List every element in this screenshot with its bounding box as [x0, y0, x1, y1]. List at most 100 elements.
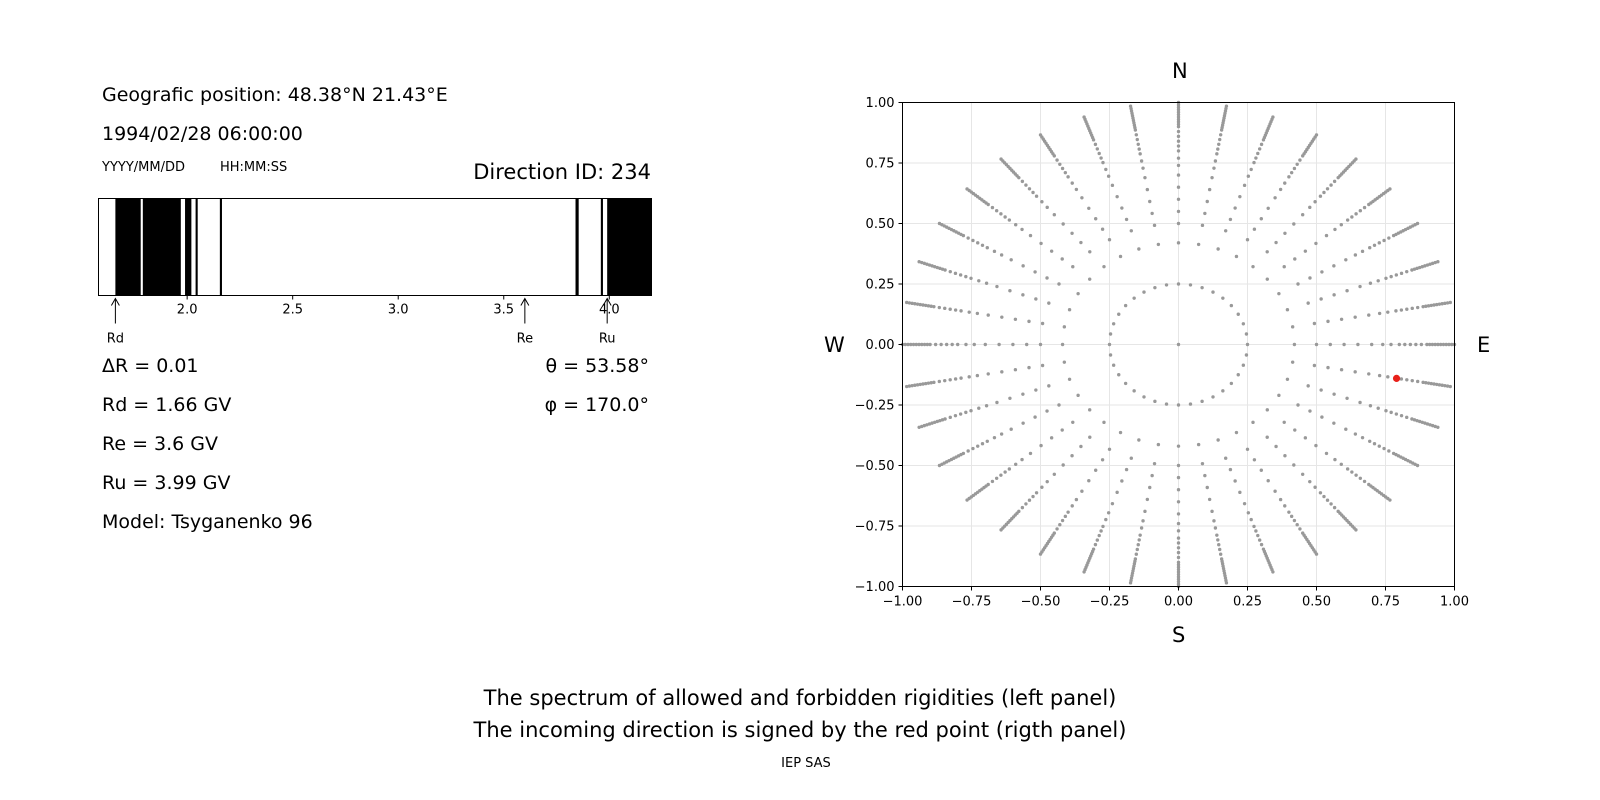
- grid-point: [1176, 209, 1181, 214]
- grid-point: [1088, 277, 1092, 281]
- grid-point: [1205, 199, 1209, 204]
- grid-point: [904, 300, 909, 305]
- grid-point: [1233, 206, 1237, 210]
- grid-point: [1176, 546, 1181, 550]
- grid-point: [933, 264, 937, 269]
- grid-point: [1410, 306, 1414, 311]
- grid-point: [1117, 373, 1121, 377]
- grid-point: [1277, 291, 1281, 296]
- grid-point: [1420, 420, 1424, 425]
- grid-point: [1003, 470, 1007, 474]
- grid-point: [995, 284, 999, 289]
- grid-point: [1106, 511, 1111, 515]
- grid-point: [1425, 422, 1430, 426]
- grid-point: [1111, 322, 1116, 326]
- grid-point: [1377, 311, 1382, 316]
- grid-point: [1063, 514, 1068, 519]
- grid-point: [1218, 552, 1223, 556]
- grid-point: [1436, 342, 1440, 347]
- grid-point: [1033, 415, 1037, 419]
- grid-point: [1377, 241, 1381, 245]
- grid-point: [939, 342, 943, 347]
- grid-point: [1176, 129, 1181, 134]
- grid-point: [1445, 384, 1450, 388]
- grid-point: [940, 267, 945, 271]
- grid-point: [983, 342, 987, 347]
- grid-point: [1292, 342, 1297, 347]
- grid-point: [1324, 451, 1329, 456]
- grid-point: [1314, 133, 1319, 137]
- grid-point: [1141, 166, 1145, 170]
- scatter-x-tick-label: 0.25: [1233, 595, 1262, 610]
- grid-point: [943, 378, 947, 383]
- delta-r-value: ΔR = 0.01: [102, 355, 199, 377]
- grid-point: [959, 309, 963, 313]
- grid-point: [1148, 485, 1152, 490]
- grid-point: [935, 419, 939, 424]
- grid-point: [1095, 147, 1100, 151]
- grid-point: [969, 276, 973, 280]
- grid-point: [1203, 211, 1207, 216]
- compass-west: W: [824, 333, 845, 357]
- grid-point: [999, 253, 1004, 257]
- grid-point: [1242, 183, 1247, 188]
- grid-point: [1256, 533, 1260, 538]
- grid-point: [971, 238, 975, 243]
- grid-point: [1000, 370, 1004, 374]
- grid-point: [1440, 383, 1444, 387]
- grid-point: [1332, 392, 1336, 396]
- grid-point: [1368, 281, 1373, 285]
- grid-point: [1104, 517, 1108, 522]
- grid-point: [967, 375, 971, 379]
- grid-point: [1218, 133, 1223, 137]
- grid-point: [1256, 151, 1260, 156]
- grid-point: [917, 260, 921, 264]
- scatter-x-axis: −1.00 −0.75 −0.50 −0.25 0.00 0.25 0.50 0.75 1.00: [883, 586, 1469, 610]
- grid-point: [920, 424, 924, 429]
- grid-point: [1176, 241, 1181, 245]
- grid-point: [1303, 249, 1308, 253]
- grid-point: [1024, 183, 1028, 187]
- grid-point: [1312, 321, 1317, 326]
- grid-point: [1176, 108, 1181, 112]
- grid-point: [1362, 479, 1367, 484]
- grid-point: [1139, 526, 1144, 530]
- grid-point: [964, 410, 968, 415]
- grid-point: [915, 302, 920, 306]
- grid-point: [1132, 389, 1136, 393]
- grid-point: [1129, 456, 1134, 460]
- grid-point: [932, 304, 936, 309]
- grid-point: [1176, 512, 1181, 516]
- grid-point: [925, 423, 929, 427]
- grid-point: [1176, 529, 1181, 533]
- grid-point: [1210, 509, 1214, 514]
- scatter-y-tick-label: 0.75: [866, 157, 895, 172]
- grid-point: [1342, 342, 1346, 347]
- grid-point: [1332, 421, 1336, 425]
- grid-point: [1320, 270, 1324, 274]
- grid-point: [1332, 293, 1336, 297]
- direction-id: Direction ID: 234: [473, 160, 651, 184]
- grid-point: [1176, 185, 1181, 189]
- scatter-y-axis: −1.00 −0.75 −0.50 −0.25 0.00 0.25 0.50 0.75 1.00: [855, 96, 903, 595]
- grid-point: [971, 446, 975, 451]
- grid-point: [1443, 301, 1447, 306]
- grid-point: [1052, 472, 1057, 476]
- grid-point: [1128, 104, 1133, 108]
- grid-point: [1038, 552, 1043, 556]
- grid-point: [937, 379, 942, 384]
- grid-point: [1107, 342, 1112, 347]
- grid-point: [1252, 524, 1256, 529]
- grid-point: [1176, 197, 1181, 201]
- grid-point: [1339, 317, 1344, 321]
- grid-point: [1308, 276, 1312, 280]
- grid-point: [1403, 342, 1407, 347]
- grid-point: [1382, 238, 1386, 243]
- grid-point: [1322, 494, 1326, 499]
- grid-point: [944, 342, 949, 347]
- grid-point: [1111, 363, 1116, 367]
- grid-point: [1424, 381, 1428, 385]
- grid-point: [1388, 498, 1392, 502]
- grid-point: [1176, 122, 1181, 126]
- grid-point: [1433, 424, 1437, 429]
